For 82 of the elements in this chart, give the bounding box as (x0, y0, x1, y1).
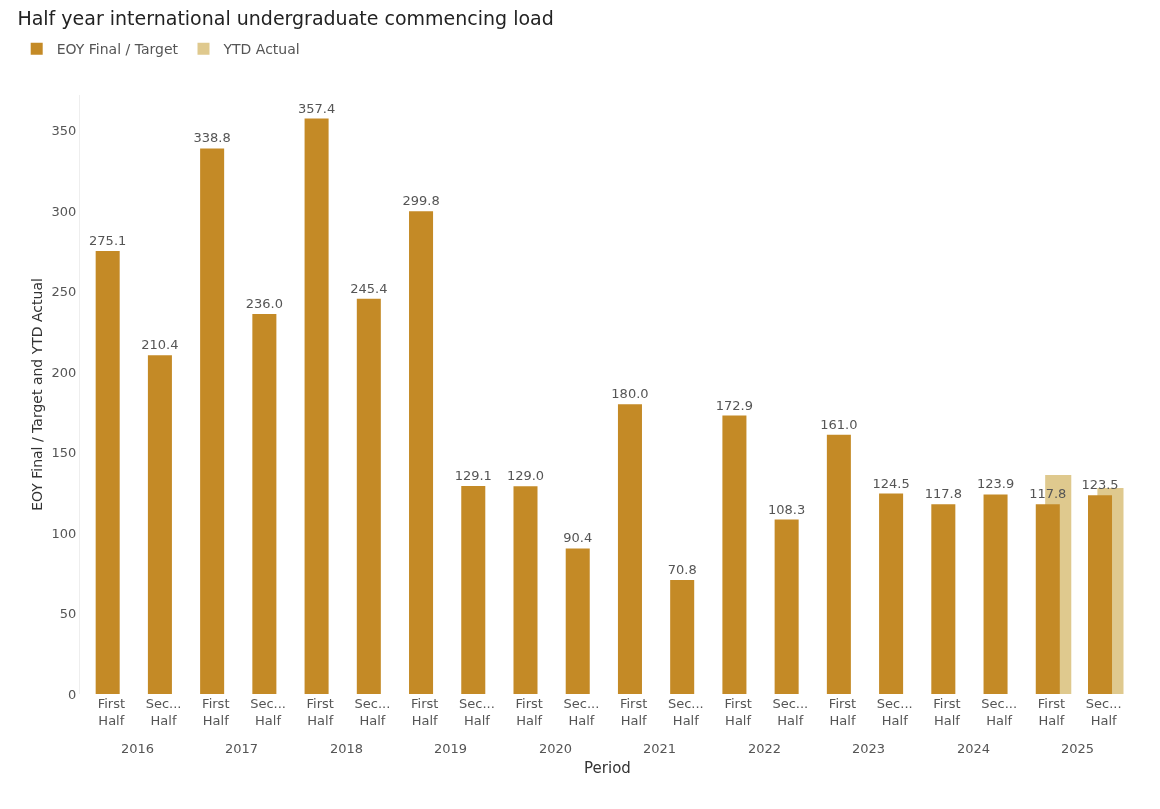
bar (304, 118, 329, 694)
text: 2016 (121, 741, 155, 756)
x-tick-label: Sec... Half (772, 696, 809, 728)
bar (774, 519, 799, 694)
bar (617, 404, 642, 694)
legend-label: YTD Actual (222, 41, 300, 58)
text: 2019 (434, 741, 468, 756)
data-label: 123.5 (1081, 477, 1119, 493)
bar (931, 504, 956, 694)
x-tick-label: Sec... Half (981, 696, 1018, 728)
bar (356, 298, 381, 694)
data-label: 210.4 (141, 337, 179, 353)
text: 2022 (748, 741, 782, 756)
data-label: 117.8 (924, 486, 962, 502)
x-tick-label: Sec... Half (667, 696, 704, 728)
bar (200, 148, 225, 694)
bar (95, 251, 120, 694)
x-tick-label: Sec... Half (459, 696, 495, 728)
bar (1088, 495, 1113, 694)
x-tick-label: First Half (933, 696, 961, 728)
chart-title: Half year international undergraduate commencing load (17, 7, 554, 30)
bar (147, 355, 172, 694)
text: 2018 (330, 741, 364, 756)
text: 2024 (957, 741, 991, 756)
y-tick-label: 50 (59, 606, 77, 622)
data-label: 299.8 (402, 193, 440, 209)
data-label: 172.9 (715, 397, 754, 413)
x-tick-label: Sec... Half (1085, 696, 1122, 728)
x-tick-label: Sec... Half (563, 696, 600, 728)
x-tick-label: Sec... Half (145, 696, 182, 728)
x-tick-label: First Half (515, 696, 543, 728)
data-label: 357.4 (297, 100, 336, 116)
data-label: 180.0 (611, 386, 649, 402)
y-tick-label: 300 (51, 203, 77, 219)
x-tick-label: First Half (411, 696, 439, 728)
x-tick-label: Sec... Half (354, 696, 391, 728)
data-label: 90.4 (563, 530, 593, 546)
text: 2017 (225, 741, 259, 756)
text: 2023 (852, 741, 886, 756)
text: 2025 (1061, 741, 1095, 756)
data-label: 129.1 (454, 468, 492, 484)
data-label: 161.0 (820, 416, 858, 432)
bar (670, 580, 695, 694)
y-tick-label: 0 (68, 686, 77, 702)
x-tick-label: First Half (202, 696, 230, 728)
y-axis-title: EOY Final / Target and YTD Actual (29, 278, 45, 511)
bar (826, 434, 851, 694)
bar (565, 548, 590, 694)
y-tick-label: 350 (51, 122, 77, 138)
x-tick-label: Sec... Half (250, 696, 286, 728)
x-tick-label: First Half (619, 696, 648, 728)
y-tick-label: 100 (51, 525, 77, 541)
data-label: 70.8 (667, 562, 697, 577)
x-tick-label: First Half (1037, 696, 1066, 728)
bar (513, 486, 538, 694)
x-axis-title: Period (584, 758, 631, 777)
data-label: 338.8 (193, 130, 231, 146)
text: 2020 (539, 741, 573, 756)
x-tick-label: First Half (828, 696, 857, 728)
legend-label: EOY Final / Target (56, 41, 179, 58)
x-tick-label: First Half (97, 696, 126, 728)
data-label: 129.0 (506, 468, 545, 484)
y-tick-label: 250 (51, 284, 77, 299)
data-label: 245.4 (350, 280, 388, 296)
x-tick-label: First Half (724, 696, 752, 728)
text: 2021 (643, 741, 677, 756)
bar (461, 486, 486, 694)
data-label: 123.9 (976, 476, 1015, 492)
y-tick-label: 150 (51, 445, 77, 461)
data-label: 236.0 (245, 295, 283, 311)
bar (252, 313, 277, 694)
bar (722, 415, 747, 694)
bar (1035, 504, 1060, 694)
bar (879, 493, 904, 694)
x-tick-label: Sec... Half (876, 696, 913, 728)
bar (409, 211, 434, 694)
y-tick-label: 200 (51, 364, 77, 380)
data-label: 275.1 (89, 233, 127, 249)
data-label: 124.5 (872, 475, 910, 491)
data-label: 108.3 (768, 501, 806, 517)
bar (983, 494, 1008, 694)
x-tick-label: First Half (306, 696, 334, 728)
